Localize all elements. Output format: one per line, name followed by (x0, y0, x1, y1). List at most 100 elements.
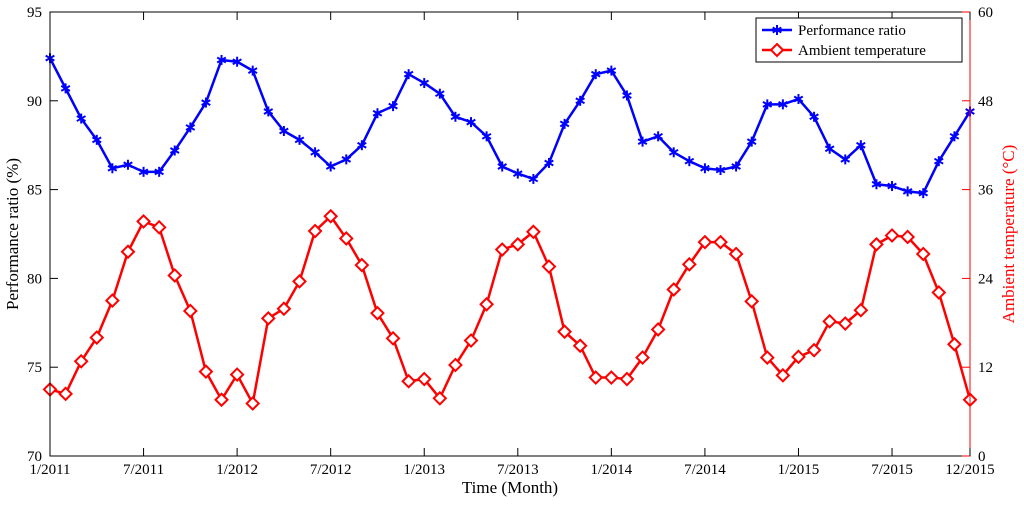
marker-stroke (138, 168, 149, 176)
x-tick-label: 1/2012 (216, 462, 258, 478)
y-right-tick-label: 0 (978, 449, 986, 465)
data-point-performance-ratio (544, 157, 554, 168)
series-ambient-temperature (42, 208, 978, 411)
y-left-tick-label: 80 (27, 271, 42, 287)
data-point-performance-ratio (372, 108, 383, 119)
marker-stroke (497, 163, 508, 170)
data-point-performance-ratio (247, 65, 258, 76)
x-tick-label: 7/2011 (123, 462, 164, 478)
marker-stroke (450, 113, 461, 121)
data-point-ambient-temperature (775, 367, 791, 383)
marker-stroke (700, 164, 710, 172)
data-point-performance-ratio (684, 156, 695, 167)
y-left-tick-label: 95 (27, 5, 42, 21)
marker-stroke (809, 113, 819, 121)
marker-stroke (232, 58, 242, 66)
data-point-ambient-temperature (245, 396, 261, 411)
marker-stroke (590, 70, 601, 78)
axes-layer: 70 75 80 85 90 95 0 12 24 36 48 60 1/2011 7/2011 1/201… (27, 5, 995, 478)
marker-stroke (528, 175, 539, 183)
data-point-ambient-temperature (713, 234, 728, 250)
y-axis-right-label: Ambient temperature (°C) (999, 145, 1018, 324)
data-point-performance-ratio (154, 166, 164, 177)
data-point-performance-ratio (887, 181, 897, 192)
legend-label: Performance ratio (798, 23, 906, 39)
data-point-ambient-temperature (73, 353, 89, 369)
data-point-ambient-temperature (385, 330, 401, 346)
marker-stroke (247, 67, 258, 74)
data-point-ambient-temperature (338, 231, 354, 246)
data-point-ambient-temperature (494, 242, 510, 257)
data-point-ambient-temperature (401, 373, 417, 389)
y-left-tick-label: 85 (27, 183, 42, 199)
data-point-performance-ratio (279, 125, 289, 136)
marker-stroke (637, 138, 648, 146)
data-point-ambient-temperature (588, 370, 604, 385)
data-point-ambient-temperature (182, 303, 198, 319)
marker-stroke (684, 157, 695, 165)
data-point-ambient-temperature (822, 313, 838, 329)
data-point-performance-ratio (216, 54, 227, 65)
data-point-ambient-temperature (463, 333, 479, 348)
marker-stroke (746, 138, 757, 146)
marker-stroke (154, 168, 164, 176)
data-point-performance-ratio (590, 69, 601, 80)
marker-stroke (294, 136, 305, 144)
marker-stroke (123, 161, 133, 169)
marker-stroke (668, 148, 679, 156)
data-point-ambient-temperature (432, 390, 448, 406)
marker-stroke (60, 85, 71, 92)
x-tick-label: 7/2013 (497, 462, 539, 478)
data-point-ambient-temperature (323, 208, 339, 224)
data-point-ambient-temperature (214, 392, 229, 408)
data-point-performance-ratio (419, 78, 430, 89)
data-point-performance-ratio (481, 131, 492, 142)
marker-stroke (840, 156, 851, 163)
data-point-ambient-temperature (869, 236, 884, 252)
x-tick-label: 7/2014 (684, 462, 726, 478)
y-right-tick-label: 48 (978, 94, 993, 110)
data-point-performance-ratio (902, 186, 913, 197)
marker-stroke (824, 145, 835, 153)
marker-stroke (466, 118, 476, 126)
data-point-performance-ratio (528, 173, 539, 184)
legend: Performance ratio Ambient temperature (755, 17, 963, 63)
marker-stroke (715, 166, 726, 174)
y-right-tick-label: 12 (978, 360, 993, 376)
data-point-ambient-temperature (635, 350, 650, 365)
data-point-ambient-temperature (260, 310, 276, 326)
marker-stroke (419, 79, 430, 87)
data-point-performance-ratio (310, 147, 320, 158)
series-layer (42, 53, 978, 411)
marker-stroke (653, 132, 663, 140)
data-point-performance-ratio (824, 143, 835, 154)
marker-stroke (778, 100, 788, 108)
x-tick-label: 12/2015 (945, 462, 994, 478)
data-point-performance-ratio (435, 88, 445, 99)
data-point-ambient-temperature (292, 273, 307, 289)
marker-stroke (435, 90, 445, 98)
data-point-performance-ratio (357, 140, 367, 151)
x-tick-label: 1/2015 (778, 462, 820, 478)
data-point-performance-ratio (138, 166, 149, 177)
legend-item-ambient-temperature: Ambient temperature (762, 42, 926, 59)
data-point-performance-ratio (840, 154, 851, 165)
data-point-performance-ratio (653, 131, 663, 142)
marker-stroke (325, 163, 336, 170)
legend-label: Ambient temperature (798, 43, 926, 59)
data-point-ambient-temperature (307, 223, 323, 239)
data-point-performance-ratio (559, 118, 570, 129)
data-point-performance-ratio (232, 56, 242, 67)
data-point-ambient-temperature (744, 293, 760, 309)
data-point-performance-ratio (201, 97, 211, 108)
marker-stroke (918, 189, 929, 197)
data-point-performance-ratio (793, 94, 804, 105)
data-point-ambient-temperature (572, 338, 588, 354)
data-point-performance-ratio (403, 69, 414, 80)
marker-stroke (933, 157, 944, 165)
marker-stroke (606, 67, 617, 74)
legend-box (755, 17, 963, 63)
marker-stroke (91, 136, 102, 144)
data-point-performance-ratio (731, 161, 741, 172)
data-point-performance-ratio (169, 145, 180, 156)
